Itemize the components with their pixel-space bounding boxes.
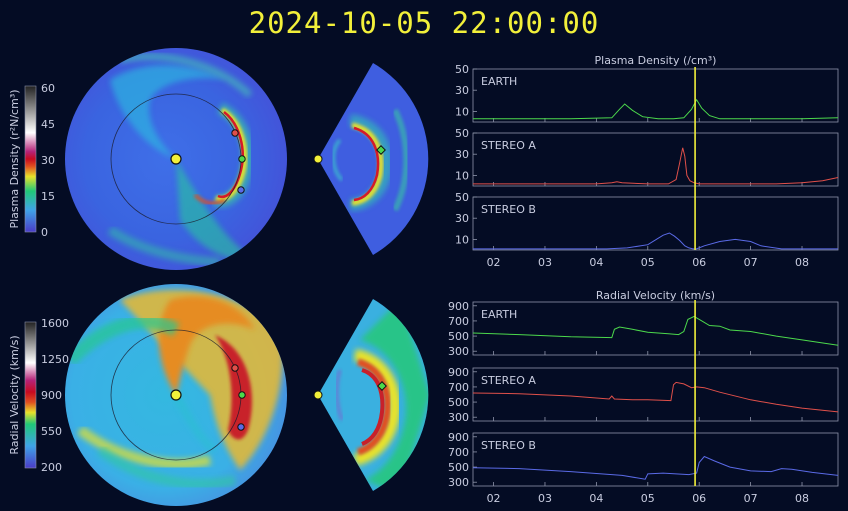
density-ecliptic-disk xyxy=(65,48,287,270)
density-tick-45: 45 xyxy=(41,118,55,131)
xtick-label: 05 xyxy=(641,256,655,269)
sun-marker-velocity xyxy=(170,389,182,401)
xtick-label: 06 xyxy=(692,492,706,505)
xtick-label: 03 xyxy=(538,256,552,269)
earth-series-line xyxy=(473,98,839,120)
earth-marker-velocity xyxy=(238,391,246,399)
xtick-label: 04 xyxy=(589,256,603,269)
earth-ytick-label: 30 xyxy=(455,84,469,97)
stereo-a-ytick-label: 30 xyxy=(455,148,469,161)
velocity-ecliptic-disk xyxy=(65,284,287,506)
velocity-tick-550: 550 xyxy=(41,425,62,438)
velocity-tick-1250: 1250 xyxy=(41,353,69,366)
stereo-a-ytick-label: 700 xyxy=(448,381,469,394)
timestamp-title: 2024-10-05 22:00:00 xyxy=(248,6,600,40)
xtick-label: 07 xyxy=(744,492,758,505)
earth-panel-frame xyxy=(472,301,839,356)
density-tick-15: 15 xyxy=(41,190,55,203)
velocity-tick-1600: 1600 xyxy=(41,317,69,330)
sun-marker-wedge-velocity xyxy=(313,390,323,400)
stereo-b-ytick-label: 900 xyxy=(448,431,469,444)
velocity-colorbar: Radial Velocity (km/s) 1600 1250 900 550… xyxy=(8,317,69,474)
stereo-a-ytick-label: 300 xyxy=(448,411,469,424)
stereo-a-marker-velocity xyxy=(231,364,239,372)
radial-velocity-chart: Radial Velocity (km/s) EARTH 900 700 500 300 S… xyxy=(448,289,839,505)
velocity-meridional-wedge xyxy=(313,299,429,491)
density-tick-60: 60 xyxy=(41,82,55,95)
stereo-b-series-line xyxy=(473,232,838,250)
density-colorbar: Plasma Density (r²N/cm³) 60 45 30 15 0 xyxy=(8,82,55,239)
stereo-a-ytick-label: 50 xyxy=(455,127,469,140)
earth-ytick-label: 300 xyxy=(448,345,469,358)
earth-marker-wedge xyxy=(376,145,386,155)
stereo-b-panel-label: STEREO B xyxy=(481,203,536,216)
stereo-b-ytick-label: 10 xyxy=(455,233,469,246)
stereo-b-ytick-label: 50 xyxy=(455,191,469,204)
stereo-b-marker xyxy=(237,186,245,194)
stereo-b-ytick-label: 700 xyxy=(448,446,469,459)
earth-series-line xyxy=(472,315,839,346)
stereo-b-marker-velocity xyxy=(237,423,245,431)
earth-ytick-label: 900 xyxy=(448,300,469,313)
stereo-a-panel-label: STEREO A xyxy=(481,374,536,387)
chart-title: Plasma Density (/cm³) xyxy=(595,54,717,67)
stereo-b-panel-frame xyxy=(472,196,839,251)
xtick-label: 03 xyxy=(538,492,552,505)
stereo-a-marker xyxy=(231,129,239,137)
velocity-tick-900: 900 xyxy=(41,389,62,402)
density-meridional-wedge xyxy=(313,63,429,255)
stereo-a-series-line xyxy=(473,147,839,185)
stereo-a-panel-label: STEREO A xyxy=(481,139,536,152)
sun-marker xyxy=(170,153,182,165)
xtick-label: 07 xyxy=(744,256,758,269)
sun-marker-wedge xyxy=(313,154,323,164)
chart-title: Radial Velocity (km/s) xyxy=(596,289,715,302)
density-colorbar-label: Plasma Density (r²N/cm³) xyxy=(8,89,21,228)
stereo-b-series-line xyxy=(472,455,839,480)
xtick-label: 02 xyxy=(487,256,501,269)
earth-panel-frame xyxy=(472,68,839,123)
earth-panel-label: EARTH xyxy=(481,75,517,88)
stereo-b-ytick-label: 500 xyxy=(448,461,469,474)
stereo-a-series-line xyxy=(472,381,839,413)
density-tick-30: 30 xyxy=(41,154,55,167)
xtick-label: 06 xyxy=(692,256,706,269)
earth-marker xyxy=(238,155,246,163)
xtick-label: 08 xyxy=(795,492,809,505)
stereo-a-panel-frame xyxy=(472,132,839,187)
stereo-a-ytick-label: 10 xyxy=(455,169,469,182)
earth-marker-wedge-velocity xyxy=(377,381,387,391)
earth-ytick-label: 500 xyxy=(448,330,469,343)
stereo-a-ytick-label: 900 xyxy=(448,366,469,379)
earth-ytick-label: 50 xyxy=(455,63,469,76)
plasma-density-chart: Plasma Density (/cm³) EARTH 50 30 10 STEREO A… xyxy=(455,54,839,269)
stereo-b-panel-label: STEREO B xyxy=(481,439,536,452)
velocity-colorbar-label: Radial Velocity (km/s) xyxy=(8,335,21,454)
xtick-label: 05 xyxy=(641,492,655,505)
xtick-label: 02 xyxy=(487,492,501,505)
xtick-label: 08 xyxy=(795,256,809,269)
earth-ytick-label: 10 xyxy=(455,105,469,118)
stereo-b-panel-frame xyxy=(472,432,839,487)
stereo-b-ytick-label: 30 xyxy=(455,212,469,225)
velocity-tick-200: 200 xyxy=(41,461,62,474)
earth-ytick-label: 700 xyxy=(448,315,469,328)
stereo-b-ytick-label: 300 xyxy=(448,476,469,489)
earth-panel-label: EARTH xyxy=(481,308,517,321)
stereo-a-ytick-label: 500 xyxy=(448,396,469,409)
density-tick-0: 0 xyxy=(41,226,48,239)
xtick-label: 04 xyxy=(589,492,603,505)
